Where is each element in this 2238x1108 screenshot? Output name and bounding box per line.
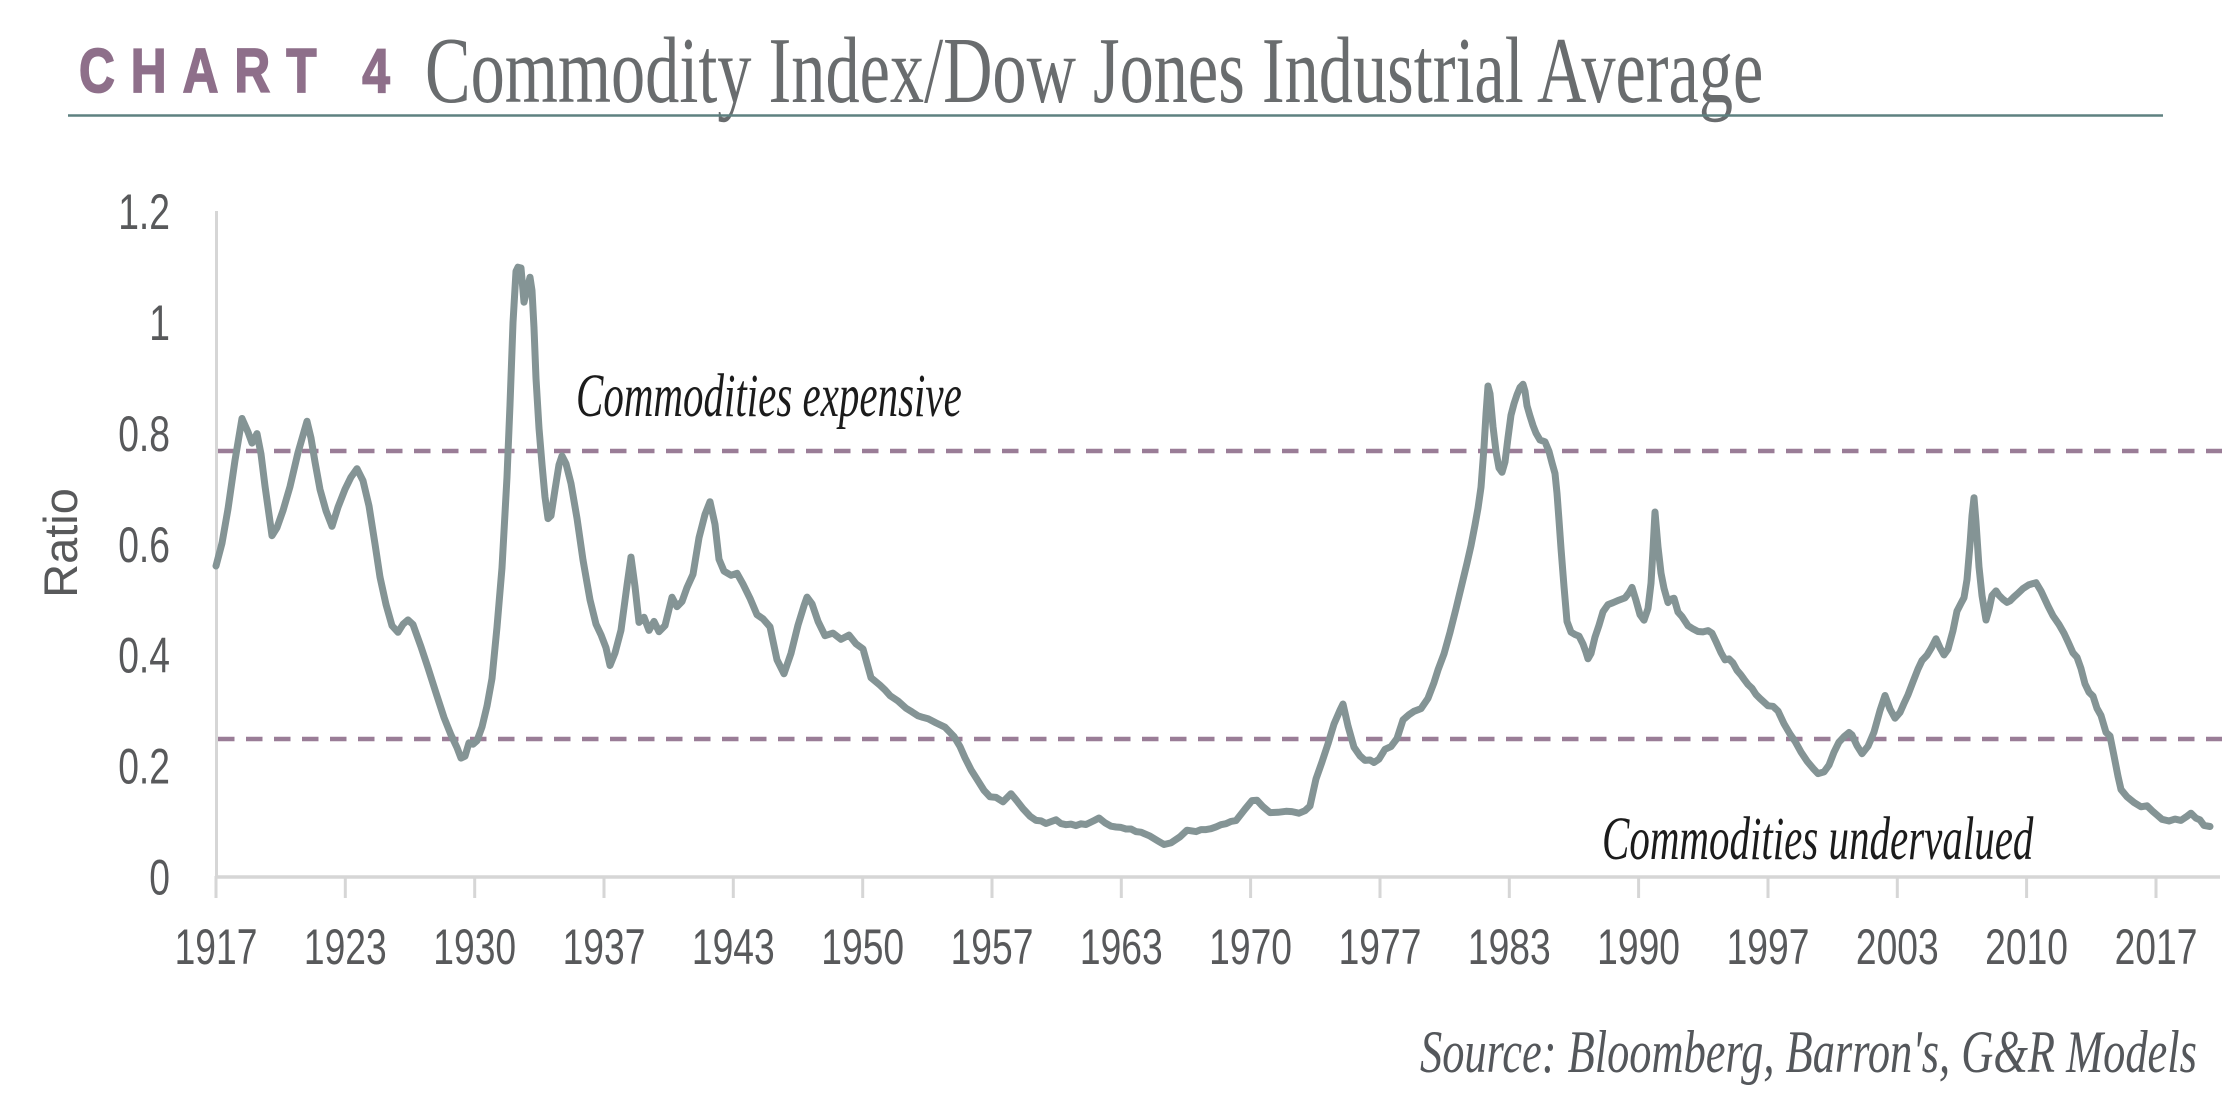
svg-text:1917: 1917 — [175, 920, 258, 976]
svg-text:Ratio: Ratio — [34, 488, 87, 598]
svg-text:0: 0 — [149, 850, 170, 906]
svg-text:1957: 1957 — [951, 920, 1034, 976]
svg-text:1977: 1977 — [1339, 920, 1422, 976]
svg-text:1930: 1930 — [433, 920, 516, 976]
svg-text:1970: 1970 — [1209, 920, 1292, 976]
svg-text:1: 1 — [149, 296, 170, 352]
svg-text:1963: 1963 — [1080, 920, 1163, 976]
svg-text:Source: Bloomberg, Barron's, G: Source: Bloomberg, Barron's, G&R Models — [1420, 1020, 2197, 1086]
svg-text:0.8: 0.8 — [118, 407, 170, 463]
svg-text:Commodities undervalued: Commodities undervalued — [1602, 806, 2034, 873]
svg-text:2017: 2017 — [2115, 920, 2198, 976]
svg-text:0.4: 0.4 — [118, 628, 170, 684]
svg-text:0.2: 0.2 — [118, 739, 170, 795]
svg-text:0.6: 0.6 — [118, 518, 170, 574]
svg-text:1923: 1923 — [304, 920, 387, 976]
svg-text:1997: 1997 — [1727, 920, 1810, 976]
svg-text:2010: 2010 — [1985, 920, 2068, 976]
svg-text:1950: 1950 — [821, 920, 904, 976]
svg-text:Commodities expensive: Commodities expensive — [576, 363, 962, 430]
svg-text:1990: 1990 — [1597, 920, 1680, 976]
svg-text:1983: 1983 — [1468, 920, 1551, 976]
svg-text:1.2: 1.2 — [118, 185, 170, 241]
svg-text:1937: 1937 — [563, 920, 646, 976]
svg-text:1943: 1943 — [692, 920, 775, 976]
svg-text:Commodity Index/Dow Jones Indu: Commodity Index/Dow Jones Industrial Ave… — [425, 18, 1763, 122]
svg-text:CHART 4: CHART 4 — [79, 36, 406, 106]
svg-text:2003: 2003 — [1856, 920, 1939, 976]
